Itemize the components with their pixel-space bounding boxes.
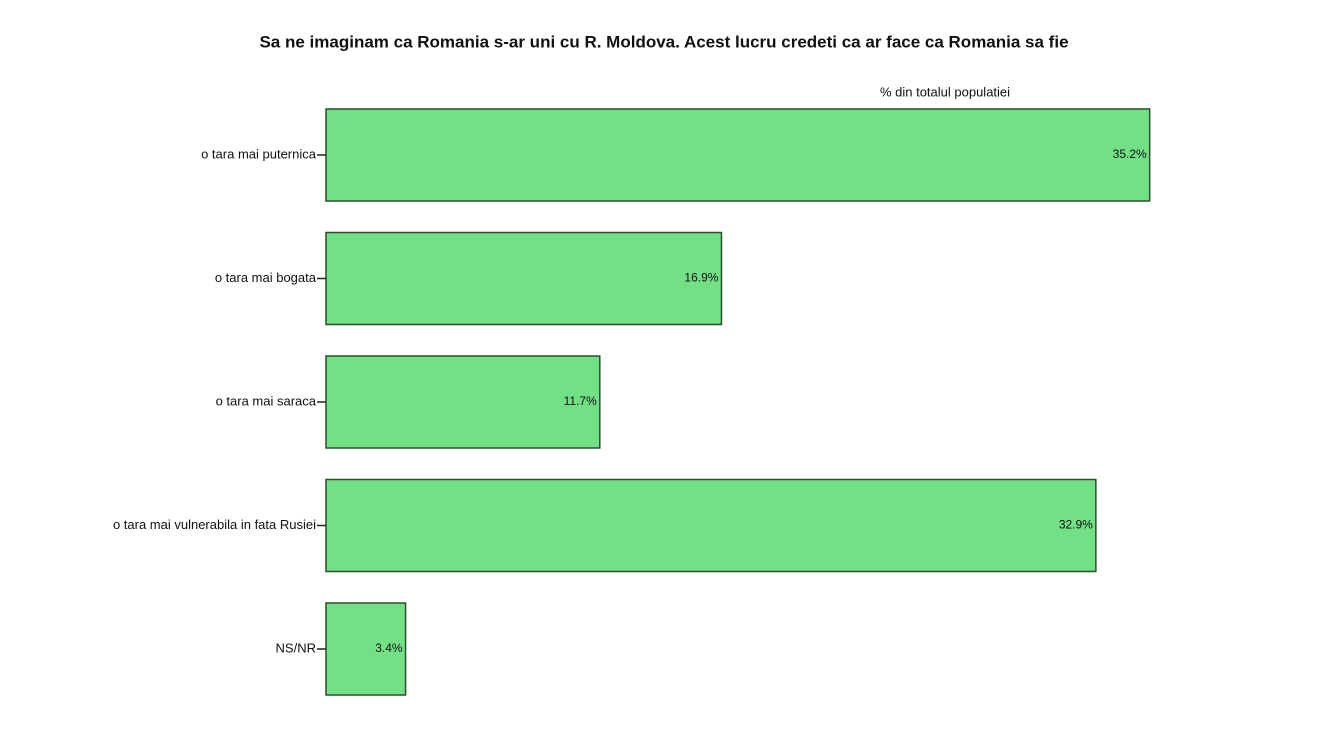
category-label: o tara mai puternica (201, 146, 317, 161)
value-label: 3.4% (375, 641, 403, 655)
category-label: o tara mai bogata (215, 270, 317, 285)
value-label: 32.9% (1059, 518, 1093, 532)
bar (325, 478, 1097, 573)
bar (325, 108, 1151, 202)
value-label: 16.9% (684, 271, 718, 285)
chart-subtitle: % din totalul populatiei (880, 84, 1010, 99)
value-label: 35.2% (1113, 147, 1147, 161)
category-label: o tara mai vulnerabila in fata Rusiei (113, 517, 316, 532)
bar (325, 231, 723, 326)
bar (325, 602, 407, 696)
category-label: NS/NR (276, 640, 316, 655)
category-label: o tara mai saraca (216, 393, 317, 408)
chart-title: Sa ne imaginam ca Romania s-ar uni cu R.… (259, 32, 1068, 51)
bar (325, 355, 601, 449)
value-label: 11.7% (564, 394, 597, 408)
